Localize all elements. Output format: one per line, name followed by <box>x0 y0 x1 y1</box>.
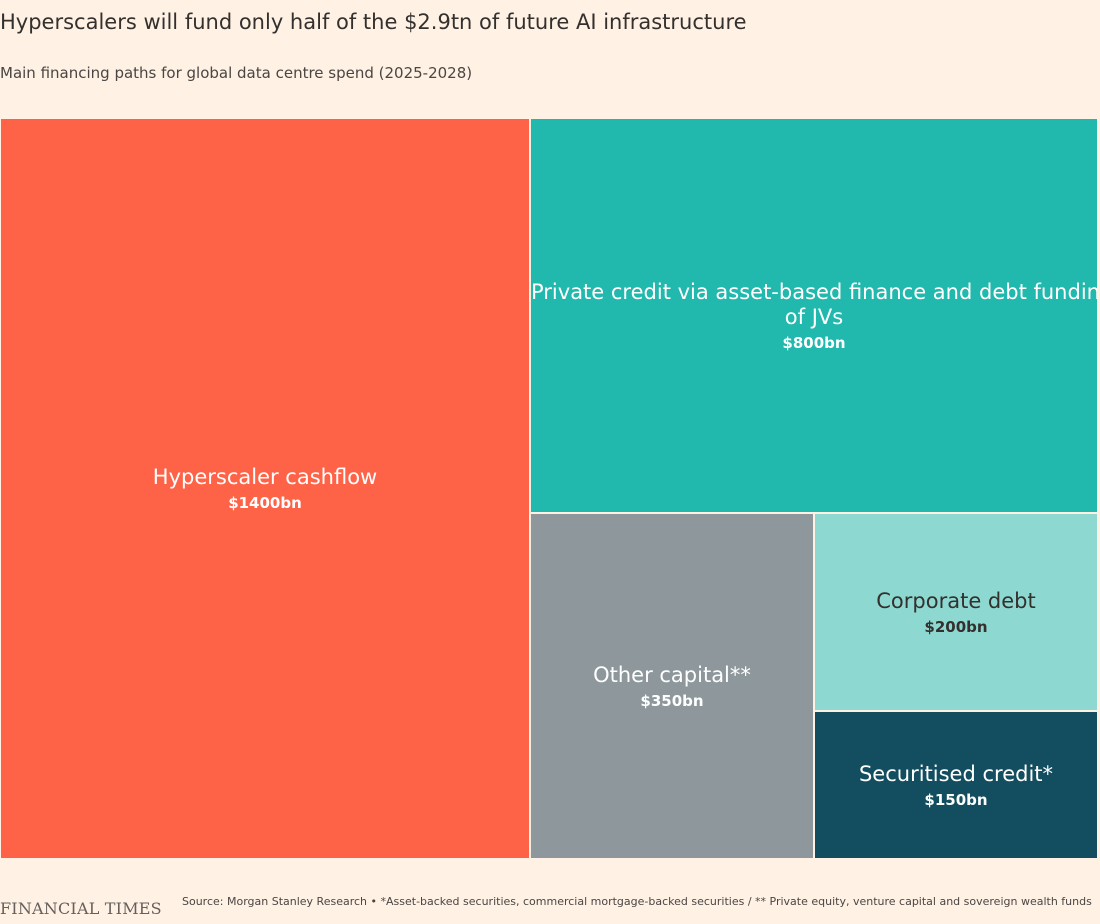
chart-subtitle: Main financing paths for global data cen… <box>0 64 473 82</box>
treemap-cell-private-credit: Private credit via asset-based finance a… <box>530 118 1098 513</box>
treemap-name-securitised-credit: Securitised credit* <box>858 762 1054 786</box>
treemap-name-private-credit: Private credit via asset-based finance a… <box>531 280 1098 329</box>
treemap-value-other-capital: $350bn <box>640 692 704 710</box>
treemap-name-hyperscaler: Hyperscaler cashflow <box>152 465 378 489</box>
treemap-label-corporate-debt: Corporate debt $200bn <box>815 589 1097 638</box>
treemap-cell-securitised-credit: Securitised credit* $150bn <box>814 711 1098 859</box>
treemap-value-private-credit: $800bn <box>782 334 846 352</box>
treemap-chart: Hyperscaler cashflow $1400bn Private credi… <box>0 118 1098 859</box>
treemap-value-hyperscaler: $1400bn <box>228 494 302 512</box>
chart-footer: FINANCIAL TIMES Source: Morgan Stanley R… <box>0 894 1100 924</box>
treemap-name-corporate-debt: Corporate debt <box>876 589 1036 613</box>
financial-times-logo: FINANCIAL TIMES <box>0 899 162 918</box>
treemap-cell-other-capital: Other capital** $350bn <box>530 513 814 859</box>
treemap-value-corporate-debt: $200bn <box>924 618 988 636</box>
treemap-label-other-capital: Other capital** $350bn <box>531 663 813 712</box>
source-note: Source: Morgan Stanley Research • *Asset… <box>182 895 1092 908</box>
treemap-value-securitised-credit: $150bn <box>924 791 988 809</box>
chart-title: Hyperscalers will fund only half of the … <box>0 10 747 34</box>
treemap-cell-hyperscaler: Hyperscaler cashflow $1400bn <box>0 118 530 859</box>
treemap-label-securitised-credit: Securitised credit* $150bn <box>815 762 1097 811</box>
treemap-name-other-capital: Other capital** <box>593 663 751 687</box>
treemap-label-hyperscaler: Hyperscaler cashflow $1400bn <box>1 465 529 514</box>
treemap-label-private-credit: Private credit via asset-based finance a… <box>531 280 1097 354</box>
treemap-cell-corporate-debt: Corporate debt $200bn <box>814 513 1098 711</box>
